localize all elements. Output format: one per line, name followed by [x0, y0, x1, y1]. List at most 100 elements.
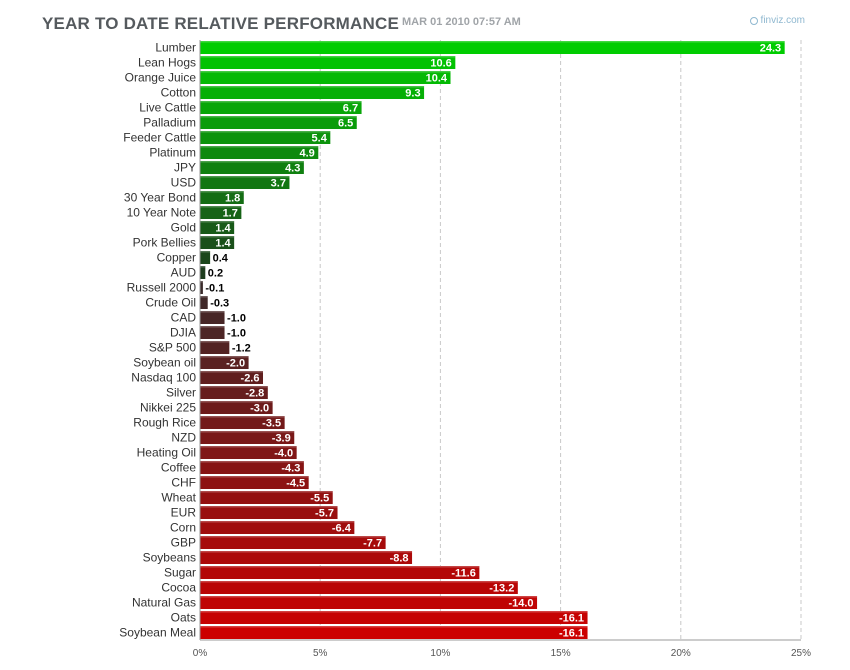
category-label: CAD: [171, 311, 197, 325]
bar-highlight: [200, 551, 413, 553]
bar-highlight: [200, 131, 331, 133]
category-label: Corn: [170, 521, 196, 535]
value-label: -4.3: [281, 463, 300, 475]
value-label: 10.4: [426, 73, 448, 85]
bar: [200, 386, 268, 399]
category-label: Soybeans: [143, 551, 196, 565]
value-label: -4.0: [274, 448, 293, 460]
value-label: 5.4: [312, 133, 328, 145]
bar-highlight: [200, 176, 290, 178]
x-tick-label: 5%: [313, 648, 328, 659]
category-label: Orange Juice: [125, 71, 197, 85]
bar: [200, 311, 225, 324]
value-label: -0.3: [210, 298, 229, 310]
bar-highlight: [200, 491, 333, 493]
bar-highlight: [200, 371, 264, 373]
category-label: CHF: [171, 476, 196, 490]
bar-highlight: [200, 221, 235, 223]
bar-highlight: [200, 386, 268, 388]
bar-highlight: [200, 446, 297, 448]
bar-highlight: [200, 191, 244, 193]
category-label: Palladium: [143, 116, 196, 130]
bar-layer: Lumber 24.3 Lean Hogs 10.6 Orange Juice 10.4 C…: [119, 41, 785, 640]
value-label: -14.0: [508, 598, 533, 610]
bar: [200, 236, 235, 249]
value-label: 1.7: [223, 208, 238, 220]
grid-layer: [319, 40, 802, 640]
category-label: Crude Oil: [145, 296, 196, 310]
x-tick-label: 15%: [551, 648, 571, 659]
category-label: Cocoa: [161, 581, 196, 595]
bar-highlight: [200, 341, 230, 343]
bar: [200, 326, 225, 339]
brand-link[interactable]: finviz.com: [749, 15, 805, 26]
bar-highlight: [200, 146, 319, 148]
bar-highlight: [200, 251, 211, 253]
category-label: JPY: [174, 161, 196, 175]
category-label: Sugar: [164, 566, 196, 580]
x-tick-label: 20%: [671, 648, 691, 659]
category-label: Platinum: [149, 146, 196, 160]
bar: [200, 161, 304, 174]
bar: [200, 596, 538, 609]
x-tick-label: 10%: [430, 648, 450, 659]
bar-highlight: [200, 401, 273, 403]
bar-highlight: [200, 611, 588, 613]
value-label: -3.9: [272, 433, 291, 445]
value-label: -11.6: [451, 568, 475, 580]
bar: [200, 431, 295, 444]
bar: [200, 41, 785, 54]
category-label: Feeder Cattle: [123, 131, 196, 145]
bar: [200, 581, 518, 594]
category-label: Nikkei 225: [140, 401, 196, 415]
bar-highlight: [200, 236, 235, 238]
bar: [200, 56, 456, 69]
bar-highlight: [200, 41, 785, 43]
bar-highlight: [200, 461, 304, 463]
bar: [200, 521, 355, 534]
bar: [200, 251, 211, 264]
category-label: Soybean Meal: [119, 626, 196, 640]
bar-highlight: [200, 206, 242, 208]
value-label: -5.7: [315, 508, 334, 520]
bar-highlight: [200, 356, 249, 358]
bar: [200, 86, 425, 99]
value-label: -3.5: [262, 418, 281, 430]
value-label: -1.0: [227, 328, 246, 340]
category-label: Lumber: [155, 41, 196, 55]
category-label: Heating Oil: [137, 446, 196, 460]
bar: [200, 341, 230, 354]
bar: [200, 491, 333, 504]
category-label: Rough Rice: [133, 416, 196, 430]
bar-highlight: [200, 296, 208, 298]
bar-highlight: [200, 566, 480, 568]
value-label: 10.6: [430, 58, 451, 70]
value-label: 0.4: [213, 253, 229, 265]
category-label: AUD: [171, 266, 197, 280]
bar: [200, 416, 285, 429]
bar: [200, 551, 413, 564]
bar: [200, 356, 249, 369]
value-label: 4.3: [285, 163, 300, 175]
bar-highlight: [200, 416, 285, 418]
value-label: 0.2: [208, 268, 223, 280]
category-label: EUR: [171, 506, 197, 520]
bar: [200, 296, 208, 309]
category-label: Gold: [171, 221, 196, 235]
value-label: 1.4: [215, 238, 231, 250]
bar: [200, 461, 304, 474]
category-label: S&P 500: [149, 341, 196, 355]
value-label: 6.5: [338, 118, 353, 130]
bar: [200, 446, 297, 459]
value-label: -1.2: [232, 343, 251, 355]
bar-highlight: [200, 326, 225, 328]
value-label: -7.7: [363, 538, 382, 550]
bar: [200, 191, 244, 204]
bar: [200, 281, 203, 294]
category-label: NZD: [171, 431, 196, 445]
category-label: Live Cattle: [139, 101, 196, 115]
value-label: 4.9: [299, 148, 314, 160]
x-tick-label: 0%: [193, 648, 208, 659]
bar: [200, 401, 273, 414]
value-label: -4.5: [286, 478, 305, 490]
